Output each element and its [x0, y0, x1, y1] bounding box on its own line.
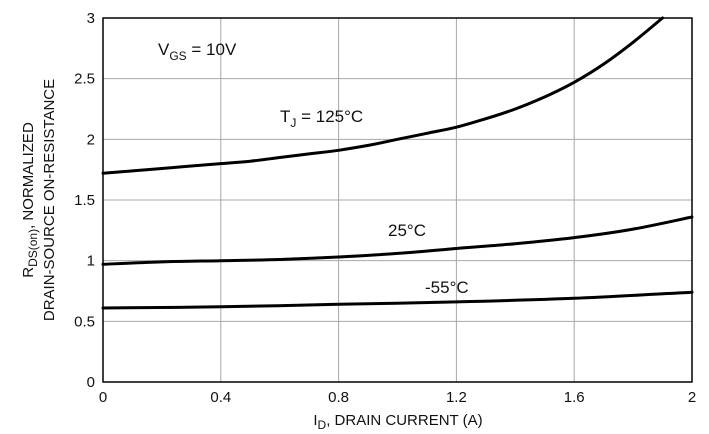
- y-tick-label: 0.5: [74, 313, 95, 330]
- y-tick-label: 1.5: [74, 192, 95, 209]
- plot-frame: [102, 17, 693, 383]
- tick-labels: 0 0.4 0.8 1.2 1.6 2 0 0.5 1 1.5 2 2.5 3: [74, 10, 696, 406]
- y-axis-title-line2: DRAIN-SOURCE ON-RESISTANCE: [41, 79, 58, 321]
- y-axis-title-line1: RDS(on), NORMALIZED: [20, 122, 40, 278]
- x-tick-label: 2: [688, 389, 696, 406]
- y-tick-label: 1: [87, 253, 95, 270]
- x-tick-label: 0.8: [328, 389, 349, 406]
- condition-annotation: VGS = 10V: [158, 40, 237, 63]
- series-line-25c: [101, 215, 694, 266]
- y-tick-label: 3: [87, 10, 95, 27]
- x-tick-label: 1.2: [446, 389, 467, 406]
- series-label-25c: 25°C: [388, 221, 426, 240]
- x-tick-label: 0.4: [210, 389, 231, 406]
- y-tick-label: 2: [87, 131, 95, 148]
- x-tick-label: 0: [99, 389, 107, 406]
- series-line-125c: [101, 16, 664, 175]
- grid: [103, 18, 692, 382]
- series-line-minus55c: [101, 290, 694, 310]
- x-tick-label: 1.6: [564, 389, 585, 406]
- series-label-minus55c: -55°C: [425, 278, 469, 297]
- series-lines: [101, 16, 694, 310]
- x-axis-title: ID, DRAIN CURRENT (A): [313, 412, 482, 432]
- y-tick-label: 2.5: [74, 71, 95, 88]
- series-label-125c: TJ = 125°C: [280, 107, 363, 130]
- y-tick-label: 0: [87, 374, 95, 391]
